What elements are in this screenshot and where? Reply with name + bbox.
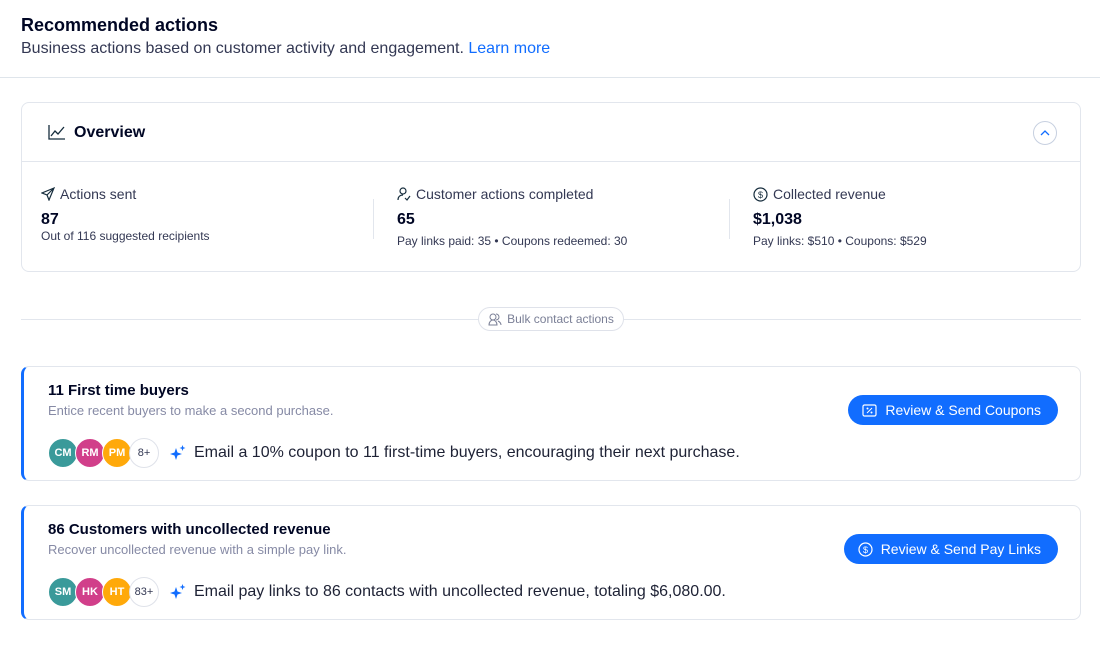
action-card-uncollected-revenue: 86 Customers with uncollected revenue Re… (21, 505, 1081, 620)
divider (729, 199, 730, 239)
avatar-more-count: 83+ (129, 577, 159, 607)
user-check-icon (397, 187, 411, 201)
overview-panel: Overview Actions sent 87 Out of 116 sugg… (21, 102, 1081, 272)
divider (373, 199, 374, 239)
dollar-icon: $ (753, 186, 768, 202)
ai-suggestion: Email a 10% coupon to 11 first-time buye… (170, 444, 740, 462)
review-send-coupons-button[interactable]: Review & Send Coupons (848, 395, 1058, 425)
overview-title: Overview (74, 124, 146, 141)
avatar: HT (102, 577, 132, 607)
svg-text:$: $ (863, 545, 868, 555)
sparkle-icon (170, 584, 186, 599)
chart-line-icon (48, 125, 65, 140)
bulk-contact-actions-button[interactable]: Bulk contact actions (478, 307, 624, 331)
coupon-icon (862, 403, 877, 417)
collapse-button[interactable] (1033, 121, 1057, 145)
avatar: CM (48, 438, 78, 468)
chevron-up-icon (1040, 130, 1050, 136)
avatar: PM (102, 438, 132, 468)
avatar: RM (75, 438, 105, 468)
stat-customer-actions: Customer actions completed 65 Pay links … (397, 186, 628, 248)
avatar: SM (48, 577, 78, 607)
page-header: Recommended actions Business actions bas… (0, 0, 1100, 78)
sparkle-icon (170, 445, 186, 460)
learn-more-link[interactable]: Learn more (468, 40, 551, 57)
send-icon (41, 187, 55, 201)
avatar-more-count: 8+ (129, 438, 159, 468)
dollar-icon: $ (858, 541, 873, 557)
ai-suggestion: Email pay links to 86 contacts with unco… (170, 583, 726, 601)
users-icon (488, 313, 502, 325)
stat-collected-revenue: $ Collected revenue $1,038 Pay links: $51… (753, 186, 927, 248)
overview-header[interactable]: Overview (22, 103, 1080, 162)
avatar-group: CM RM PM 8+ (48, 438, 159, 468)
svg-text:$: $ (758, 190, 763, 200)
action-card-first-time-buyers: 11 First time buyers Entice recent buyer… (21, 366, 1081, 481)
stat-actions-sent: Actions sent 87 Out of 116 suggested rec… (41, 186, 210, 243)
avatar-group: SM HK HT 83+ (48, 577, 159, 607)
page-title: Recommended actions (21, 15, 219, 35)
page-subtitle: Business actions based on customer activ… (21, 40, 551, 57)
avatar: HK (75, 577, 105, 607)
review-send-pay-links-button[interactable]: $ Review & Send Pay Links (843, 534, 1058, 564)
